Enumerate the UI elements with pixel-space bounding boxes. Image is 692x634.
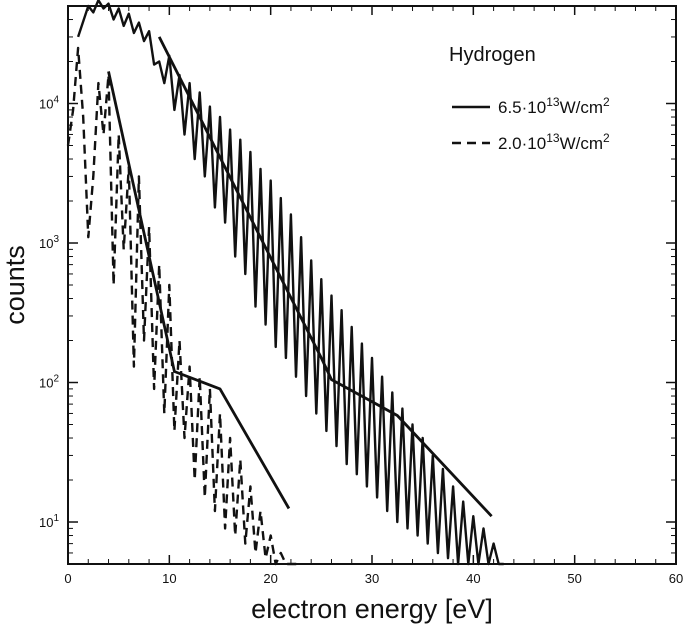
legend-label-2.0e13-exp2: 2	[603, 131, 610, 145]
y-axis-title: counts	[0, 245, 30, 325]
legend-label-6.5e13-base: 6.5·10	[498, 98, 546, 117]
series-layer	[66, 0, 504, 566]
guide-line-2	[107, 71, 291, 510]
guide-layer	[107, 36, 493, 518]
x-axis-title: electron energy [eV]	[251, 594, 493, 624]
legend: 6.5·1013W/cm2 2.0·1013W/cm2	[452, 95, 610, 153]
series-line-dashed	[66, 46, 302, 566]
legend-label-2.0e13-base: 2.0·10	[498, 134, 546, 153]
series-line-solid	[76, 0, 504, 566]
legend-label-2.0e13: 2.0·1013W/cm2	[498, 131, 610, 153]
chart-title: Hydrogen	[449, 44, 536, 66]
legend-label-2.0e13-mid: W/cm	[560, 134, 603, 153]
x-tick-label-0: 0	[64, 571, 71, 586]
legend-label-6.5e13-exp2: 2	[603, 95, 610, 109]
y-tick-label-10: 101	[39, 513, 59, 530]
x-tick-label-20: 20	[263, 571, 277, 586]
x-tick-label-10: 10	[162, 571, 176, 586]
y-tick-label-10000: 104	[39, 95, 59, 112]
legend-label-6.5e13: 6.5·1013W/cm2	[498, 95, 610, 117]
x-tick-label-50: 50	[567, 571, 581, 586]
guide-line-1	[157, 36, 493, 518]
x-tick-label-40: 40	[466, 571, 480, 586]
tick-layer: 0 10 20 30 40 50 60 101 102 103 104	[39, 5, 683, 586]
legend-label-6.5e13-exp1: 13	[546, 95, 560, 109]
y-tick-label-100: 102	[39, 374, 59, 391]
x-tick-label-30: 30	[365, 571, 379, 586]
legend-label-6.5e13-mid: W/cm	[560, 98, 603, 117]
y-tick-label-1000: 103	[39, 234, 59, 251]
legend-label-2.0e13-exp1: 13	[546, 131, 560, 145]
x-tick-label-60: 60	[669, 571, 683, 586]
